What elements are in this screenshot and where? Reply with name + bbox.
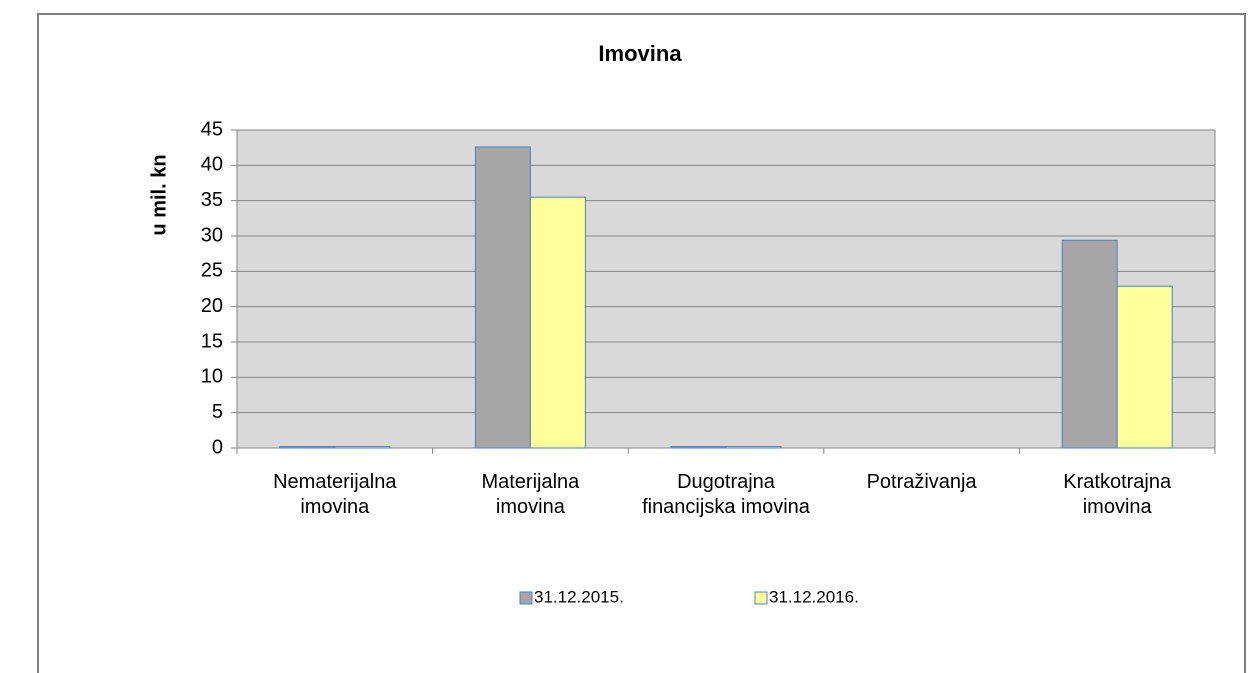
y-tick-label: 15 [201,330,223,352]
bar [279,446,336,449]
y-tick-label: 40 [201,154,223,176]
y-tick-label: 45 [201,118,223,140]
y-tick-label: 20 [201,295,223,317]
x-tick-label: Dugotrajna financijska imovina [642,471,810,518]
bar [474,146,531,449]
y-tick-label: 25 [201,260,223,282]
legend-label: 31.12.2015. [534,587,624,606]
x-tick-label: Materijalna imovina [481,471,580,518]
legend-swatch [754,591,768,605]
chart-title: Imovina [598,41,682,66]
y-axis-label: u mil. kn [148,154,170,235]
x-tick-label: Potraživanja [866,471,977,493]
y-tick-label: 5 [212,401,223,423]
y-tick-label: 30 [201,224,223,246]
y-tick-label: 10 [201,366,223,388]
bar [670,446,727,449]
legend-swatch [519,591,533,605]
bar [1116,285,1173,449]
bar [334,446,391,449]
x-tick-label: Nematerijalna imovina [273,471,397,518]
chart-frame [37,13,1246,673]
legend-label: 31.12.2016. [769,587,859,606]
y-tick-label: 0 [212,436,223,458]
y-tick-label: 35 [201,189,223,211]
bar [529,196,586,449]
bar [1061,239,1118,449]
x-tick-label: Kratkotrajna imovina [1063,471,1172,518]
bar [725,446,782,449]
